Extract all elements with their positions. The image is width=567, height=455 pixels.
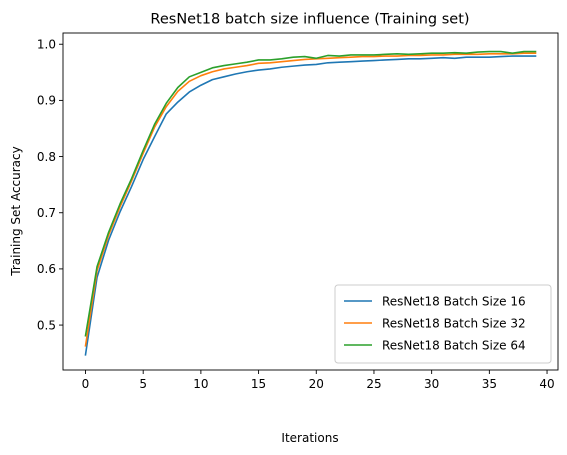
y-tick-label: 0.9 (37, 94, 56, 108)
y-tick-label: 0.8 (37, 150, 56, 164)
y-tick-label: 0.6 (37, 262, 56, 276)
legend-label-1: ResNet18 Batch Size 16 (382, 294, 526, 308)
series-line-2 (84, 52, 537, 347)
x-tick-label: 20 (309, 377, 324, 391)
x-tick-label: 35 (482, 377, 497, 391)
y-axis-label: Training Set Accuracy (9, 146, 23, 276)
x-tick-label: 40 (539, 377, 554, 391)
legend-box (334, 284, 552, 364)
legend-label-2: ResNet18 Batch Size 32 (382, 316, 526, 330)
y-tick-label: 1.0 (37, 38, 56, 52)
series-line-3 (84, 50, 537, 337)
plot-frame (62, 32, 559, 371)
x-tick-label: 10 (193, 377, 208, 391)
x-tick-label: 25 (366, 377, 381, 391)
x-tick-label: 5 (139, 377, 147, 391)
x-axis-label: Iterations (281, 431, 338, 445)
legend: ResNet18 Batch Size 16 ResNet18 Batch Siz… (334, 284, 552, 364)
legend-label-3: ResNet18 Batch Size 64 (382, 338, 526, 352)
x-tick-label: 30 (424, 377, 439, 391)
plot-area: 0 5 10 15 20 25 30 35 40 0.5 0.6 0.7 0.8 0.9 1.0 ResNet… (37, 32, 559, 391)
y-tick-label: 0.7 (37, 206, 56, 220)
y-tick-label: 0.5 (37, 318, 56, 332)
x-tick-label: 15 (251, 377, 266, 391)
x-tick-label: 0 (82, 377, 90, 391)
series-line-1 (84, 55, 537, 356)
chart-title: ResNet18 batch size influence (Training … (150, 12, 469, 28)
